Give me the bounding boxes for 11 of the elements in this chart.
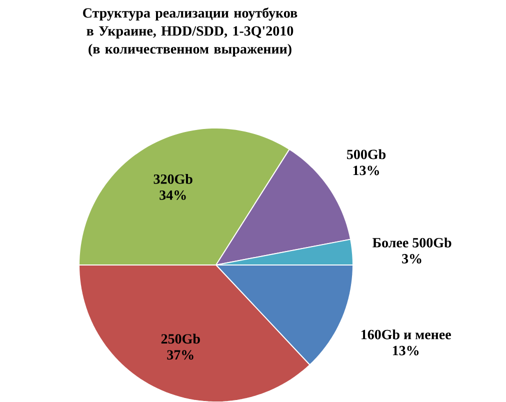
slice-label: 250Gb xyxy=(161,334,200,344)
data-label: 34% xyxy=(160,190,186,200)
chart-title: Структура реализации ноутбуков в Украине, HDD/SDD, 1-3Q'2010 (в количественном выражении) xyxy=(83,7,298,56)
slice-label: Более 500Gb xyxy=(372,237,452,248)
data-label: 37% xyxy=(167,350,194,360)
slice-label: 320Gb xyxy=(154,174,192,184)
slice-label: 500Gb xyxy=(347,149,386,159)
data-label: 13% xyxy=(392,346,419,356)
data-label: 13% xyxy=(353,165,379,175)
slice-label: 160Gb и менее xyxy=(361,329,451,340)
data-label: 3% xyxy=(402,254,422,264)
